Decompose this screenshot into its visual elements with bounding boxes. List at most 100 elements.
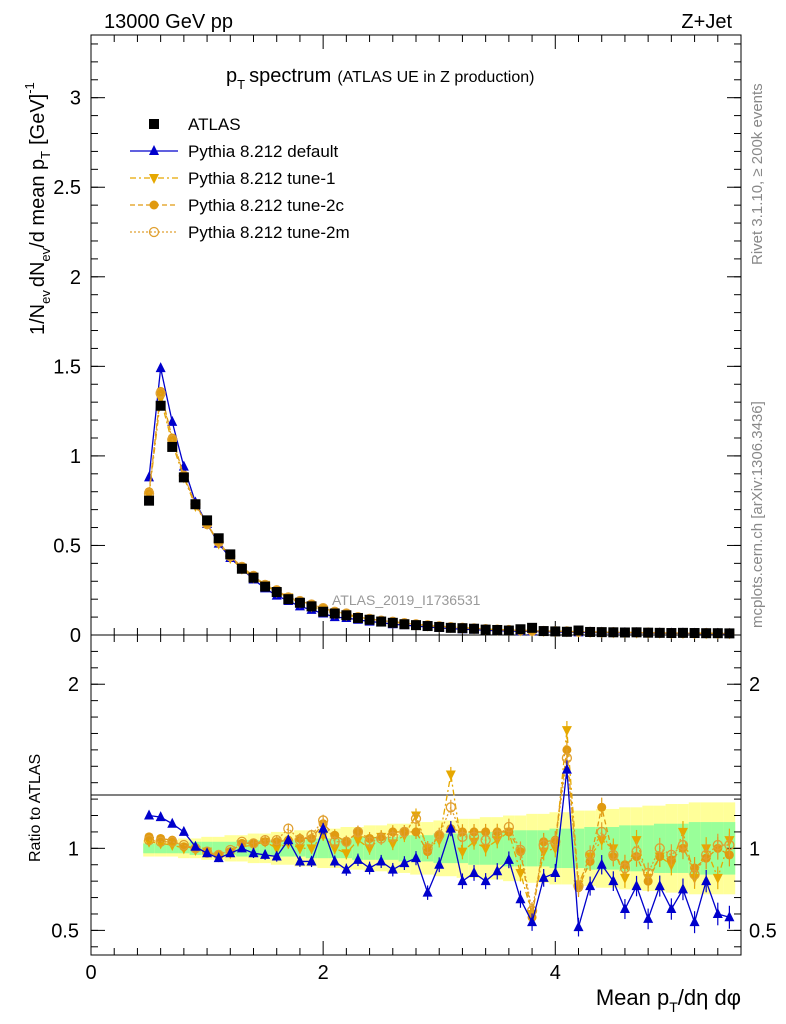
ratio-point	[666, 903, 677, 914]
ratio-point	[329, 836, 340, 847]
ratio-point	[596, 858, 607, 869]
ratio-point	[573, 880, 584, 892]
main-ytick-label: 2.5	[53, 177, 81, 199]
band-inner	[503, 830, 515, 867]
data-point	[376, 616, 387, 627]
data-point	[457, 623, 468, 634]
ratio-point	[468, 831, 480, 842]
ratio-point	[156, 833, 166, 843]
legend-entry: Pythia 8.212 tune-2c	[130, 196, 344, 215]
ratio-point	[724, 839, 735, 851]
data-point	[144, 471, 155, 482]
ratio-point	[677, 839, 689, 851]
ratio-point	[190, 840, 201, 851]
data-point	[190, 499, 201, 510]
xtick-label: 0	[85, 962, 96, 984]
band-inner	[410, 835, 422, 862]
band-inner	[375, 836, 387, 860]
ratio-point	[631, 880, 642, 891]
ratio-point	[515, 893, 526, 904]
legend-label: Pythia 8.212 default	[188, 142, 339, 161]
ratio-point	[155, 811, 166, 822]
ratio-point	[642, 867, 654, 879]
ratio-point	[585, 880, 596, 891]
ratio-point	[654, 880, 665, 891]
band-inner	[398, 835, 411, 862]
ratio-point	[584, 849, 596, 861]
ratio-point	[527, 916, 538, 927]
energy-label: 13000 GeV pp	[104, 11, 233, 33]
ratio-point	[538, 871, 549, 882]
ratio-point	[503, 821, 515, 833]
plot-title: pT spectrum (ATLAS UE in Z production)	[226, 65, 534, 92]
ratio-point	[248, 847, 259, 858]
ratio-point	[178, 839, 190, 851]
data-point	[318, 606, 329, 617]
data-point	[411, 620, 421, 631]
ylabel-unit: [GeV]	[27, 94, 49, 145]
ratio-point	[318, 831, 329, 842]
ratio-point	[167, 817, 178, 828]
ratio-point	[481, 827, 491, 837]
data-point	[469, 623, 480, 634]
ratio-point	[608, 875, 619, 886]
ratio-point	[259, 834, 271, 846]
ratio-point	[294, 844, 305, 855]
ratio-point	[724, 911, 735, 922]
ratio-point	[387, 831, 398, 842]
ratio-point	[434, 858, 445, 869]
ratio-point	[144, 809, 155, 820]
ratio-axis-ticks: 0.5 0.5 1 1 2 2 0 2 4	[51, 634, 777, 984]
legend-marker	[148, 226, 160, 238]
ratio-point	[480, 834, 491, 846]
ratio-point	[341, 836, 352, 847]
ratio-point	[341, 849, 352, 860]
xlabel-part-1: Mean p	[596, 985, 669, 1010]
ratio-point	[411, 852, 421, 863]
title-sub: T	[237, 77, 245, 92]
ratio-point	[492, 865, 503, 876]
ratio-point	[550, 836, 561, 847]
data-point	[701, 628, 712, 639]
data-point	[248, 572, 259, 583]
legend-label: Pythia 8.212 tune-2c	[188, 196, 344, 215]
ratio-point	[457, 831, 468, 842]
ratio-point	[364, 862, 375, 873]
ratio-point	[515, 844, 526, 856]
ratio-point	[503, 853, 514, 864]
ratio-point	[469, 866, 480, 877]
data-point	[527, 622, 538, 633]
ratio-point	[213, 852, 224, 863]
ratio-point	[283, 834, 294, 845]
data-point	[213, 533, 224, 544]
legend-marker	[149, 119, 159, 129]
data-point	[387, 617, 398, 628]
ratio-point	[341, 863, 352, 874]
ratio-point	[712, 907, 723, 918]
ylabel-sub-ev: ev	[38, 290, 53, 304]
ratio-point	[654, 843, 665, 854]
ratio-point	[712, 839, 723, 851]
data-point	[561, 626, 572, 637]
ratio-point	[445, 802, 456, 813]
main-ytick-label: 2	[70, 267, 81, 289]
ratio-point	[619, 862, 631, 874]
data-point	[654, 627, 665, 638]
data-point	[550, 626, 561, 637]
ratio-point	[561, 763, 572, 774]
ratio-point	[376, 855, 387, 866]
band-inner	[688, 822, 701, 875]
ylabel-part-3: /d mean p	[27, 159, 49, 248]
ratio-series-pythia-8-212-tune-2m	[143, 748, 735, 920]
data-point	[619, 627, 630, 638]
ratio-point	[434, 830, 445, 841]
data-point	[329, 608, 340, 619]
xtick-label: 4	[550, 962, 561, 984]
title-p: p	[226, 65, 237, 87]
band-inner	[143, 843, 155, 854]
ratio-point	[689, 916, 700, 927]
band-inner	[352, 836, 364, 860]
ratio-point	[329, 855, 340, 866]
band-inner	[491, 831, 504, 865]
ratio-point	[515, 868, 526, 879]
